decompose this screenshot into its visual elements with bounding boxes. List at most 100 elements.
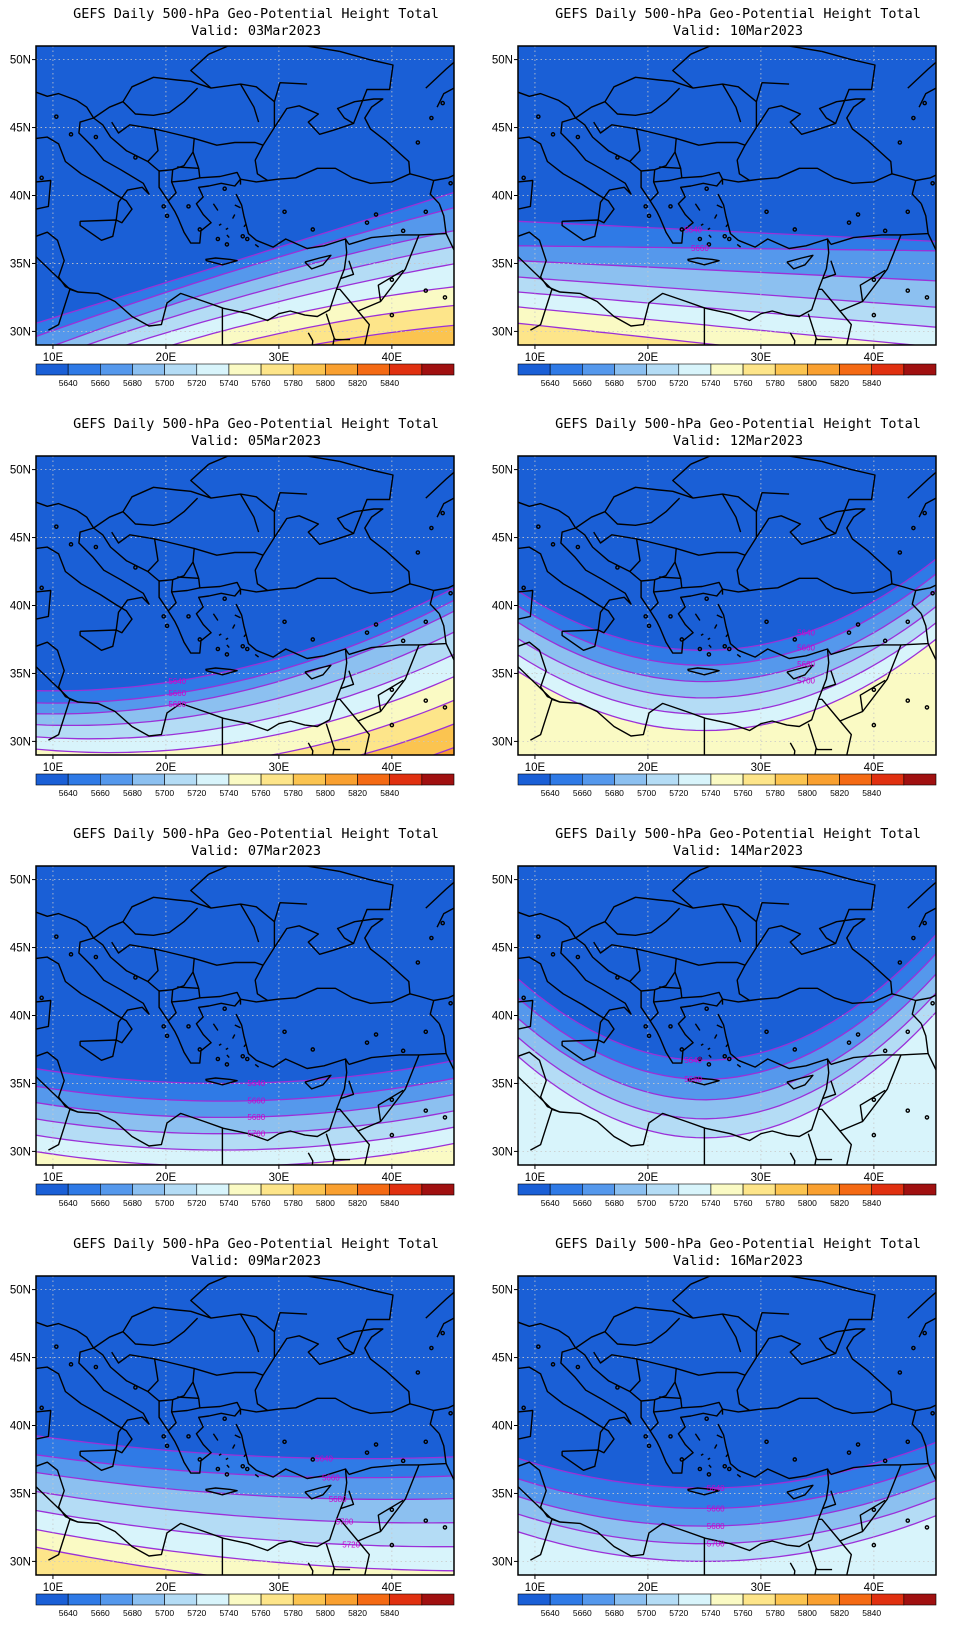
colorbar-label: 5660 [573,788,592,798]
contour-line [518,973,936,1101]
colorbar: 5640 5660 5680 5700 5720 5740 5760 5780 5800 5820… [517,1593,937,1618]
lat-tick-label: 40N [492,601,513,613]
contour-line [518,245,936,252]
height-band [36,676,454,755]
lat-tick-label: 45N [10,123,31,135]
colorbar-label: 5800 [798,1608,817,1618]
colorbar-label: 5740 [701,788,720,798]
colorbar-label: 5760 [734,378,753,388]
colorbar-swatch [35,363,69,376]
lon-tick-label: 40E [864,1582,885,1594]
panel-title: GEFS Daily 500-hPa Geo-Potential Height … [555,826,921,842]
lon-tick-label: 20E [638,1172,659,1184]
colorbar-label: 5820 [830,1198,849,1208]
colorbar-label: 5780 [766,788,785,798]
forecast-map: GEFS Daily 500-hPa Geo-Potential Height … [492,826,937,1208]
colorbar-label: 5720 [669,788,688,798]
colorbar-label: 5720 [187,378,206,388]
colorbar-swatch [164,1593,198,1606]
contour-line [518,260,936,282]
colorbar-swatch [742,363,776,376]
lat-tick-label: 40N [492,1421,513,1433]
colorbar-label: 5680 [123,1198,142,1208]
contour-label: 5640 [707,1484,725,1493]
colorbar-label: 5660 [91,788,110,798]
colorbar: 5640 5660 5680 5700 5720 5740 5760 5780 5800 5820… [517,1183,937,1208]
colorbar-label: 5700 [637,1608,656,1618]
colorbar-swatch [421,773,455,786]
colorbar-swatch [325,363,358,376]
colorbar-swatch [903,773,937,786]
colorbar-swatch [35,1183,69,1196]
contour-line [518,622,936,715]
contour-line [36,1471,454,1501]
lon-tick-label: 20E [156,352,177,364]
height-field [36,46,454,345]
contour-line [518,1462,936,1510]
colorbar-swatch [292,1593,326,1606]
colorbar-swatch [164,773,198,786]
colorbar-swatch [646,1183,680,1196]
colorbar-label: 5840 [862,1198,881,1208]
colorbar-label: 5820 [830,1608,849,1618]
lat-tick-label: 50N [492,875,513,887]
colorbar-swatch [325,1593,358,1606]
colorbar-swatch [807,1593,840,1606]
contour-line [36,1528,454,1572]
contour-line [36,1454,454,1479]
contour-line [36,676,454,754]
colorbar-swatch [614,363,647,376]
contour-label: 5640 [684,226,702,235]
lat-tick-label: 35N [492,258,513,270]
colorbar-swatch [549,773,583,786]
colorbar-label: 5740 [701,378,720,388]
lat-tick-label: 30N [492,326,513,338]
contour-label: 5680 [797,660,815,669]
height-field [518,866,936,1165]
colorbar-label: 5640 [59,378,78,388]
colorbar-label: 5820 [830,378,849,388]
colorbar-label: 5800 [798,378,817,388]
colorbar-swatch [292,1183,326,1196]
contour-label: 5660 [797,644,815,653]
forecast-map: GEFS Daily 500-hPa Geo-Potential Height … [10,1236,455,1618]
colorbar-swatch [678,1593,712,1606]
colorbar-label: 5720 [669,1608,688,1618]
contour-line [518,1441,936,1489]
contour-label: 5680 [168,700,186,709]
panel-title: GEFS Daily 500-hPa Geo-Potential Height … [555,6,921,22]
contour-label: 5700 [707,1540,725,1549]
colorbar-label: 5740 [701,1198,720,1208]
lat-tick-label: 40N [492,1011,513,1023]
colorbar-swatch [517,1183,551,1196]
panel-title: GEFS Daily 500-hPa Geo-Potential Height … [555,1236,921,1252]
contour-line [36,631,454,727]
colorbar-swatch [903,1183,937,1196]
colorbar-swatch [357,363,390,376]
height-field [36,866,454,1165]
colorbar-label: 5680 [605,788,624,798]
colorbar-label: 5780 [284,1608,303,1618]
colorbar-swatch [325,773,358,786]
contour-label: 5700 [797,676,815,685]
colorbar-label: 5700 [637,378,656,388]
contour-line [518,1011,936,1139]
lat-tick-label: 45N [492,123,513,135]
colorbar-label: 5820 [348,788,367,798]
contour-line [518,558,936,651]
lat-tick-label: 30N [10,736,31,748]
colorbar-swatch [389,1183,423,1196]
colorbar-label: 5760 [734,1198,753,1208]
contour-line [36,1142,454,1165]
colorbar-swatch [260,363,294,376]
contour-line [36,1077,454,1102]
contour-line [518,605,936,699]
colorbar-swatch [196,1183,230,1196]
contour-line [36,1509,454,1548]
contour-label: 5720 [342,1541,360,1550]
colorbar-swatch [132,363,165,376]
height-field [518,456,936,755]
colorbar-label: 5740 [219,378,238,388]
contour-line [518,322,725,345]
colorbar-label: 5800 [798,1198,817,1208]
